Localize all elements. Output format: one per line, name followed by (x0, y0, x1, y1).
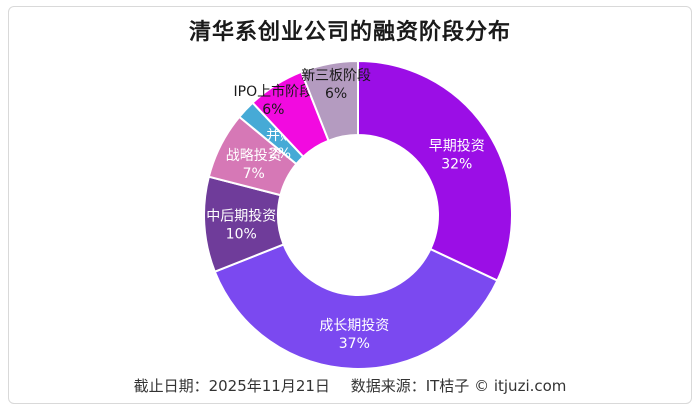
slice-value-4: 2% (269, 146, 291, 162)
slice-0 (357, 59, 513, 282)
slice-label-5: IPO上市阶段 (234, 83, 314, 100)
slice-1 (213, 243, 499, 370)
chart-footer: 截止日期：2025年11月21日 数据来源：IT桔子 © itjuzi.com (0, 375, 700, 396)
slice-value-0: 32% (441, 156, 472, 172)
slice-6 (300, 59, 359, 142)
slice-label-6: 新三板阶段 (301, 68, 371, 84)
slice-value-5: 6% (262, 102, 284, 118)
chart-title: 清华系创业公司的融资阶段分布 (188, 20, 511, 45)
slice-value-1: 37% (339, 336, 370, 352)
slice-label-2: 中后期投资 (206, 208, 276, 224)
slice-value-6: 6% (325, 86, 347, 102)
slice-label-1: 成长期投资 (319, 318, 389, 334)
data-source: 数据来源：IT桔子 © itjuzi.com (350, 377, 567, 395)
slice-value-3: 7% (243, 166, 265, 182)
cutoff-date: 截止日期：2025年11月21日 (133, 377, 330, 395)
slice-label-0: 早期投资 (429, 138, 485, 154)
slice-label-3: 战略投资 (226, 148, 282, 164)
slice-value-2: 10% (226, 226, 257, 242)
